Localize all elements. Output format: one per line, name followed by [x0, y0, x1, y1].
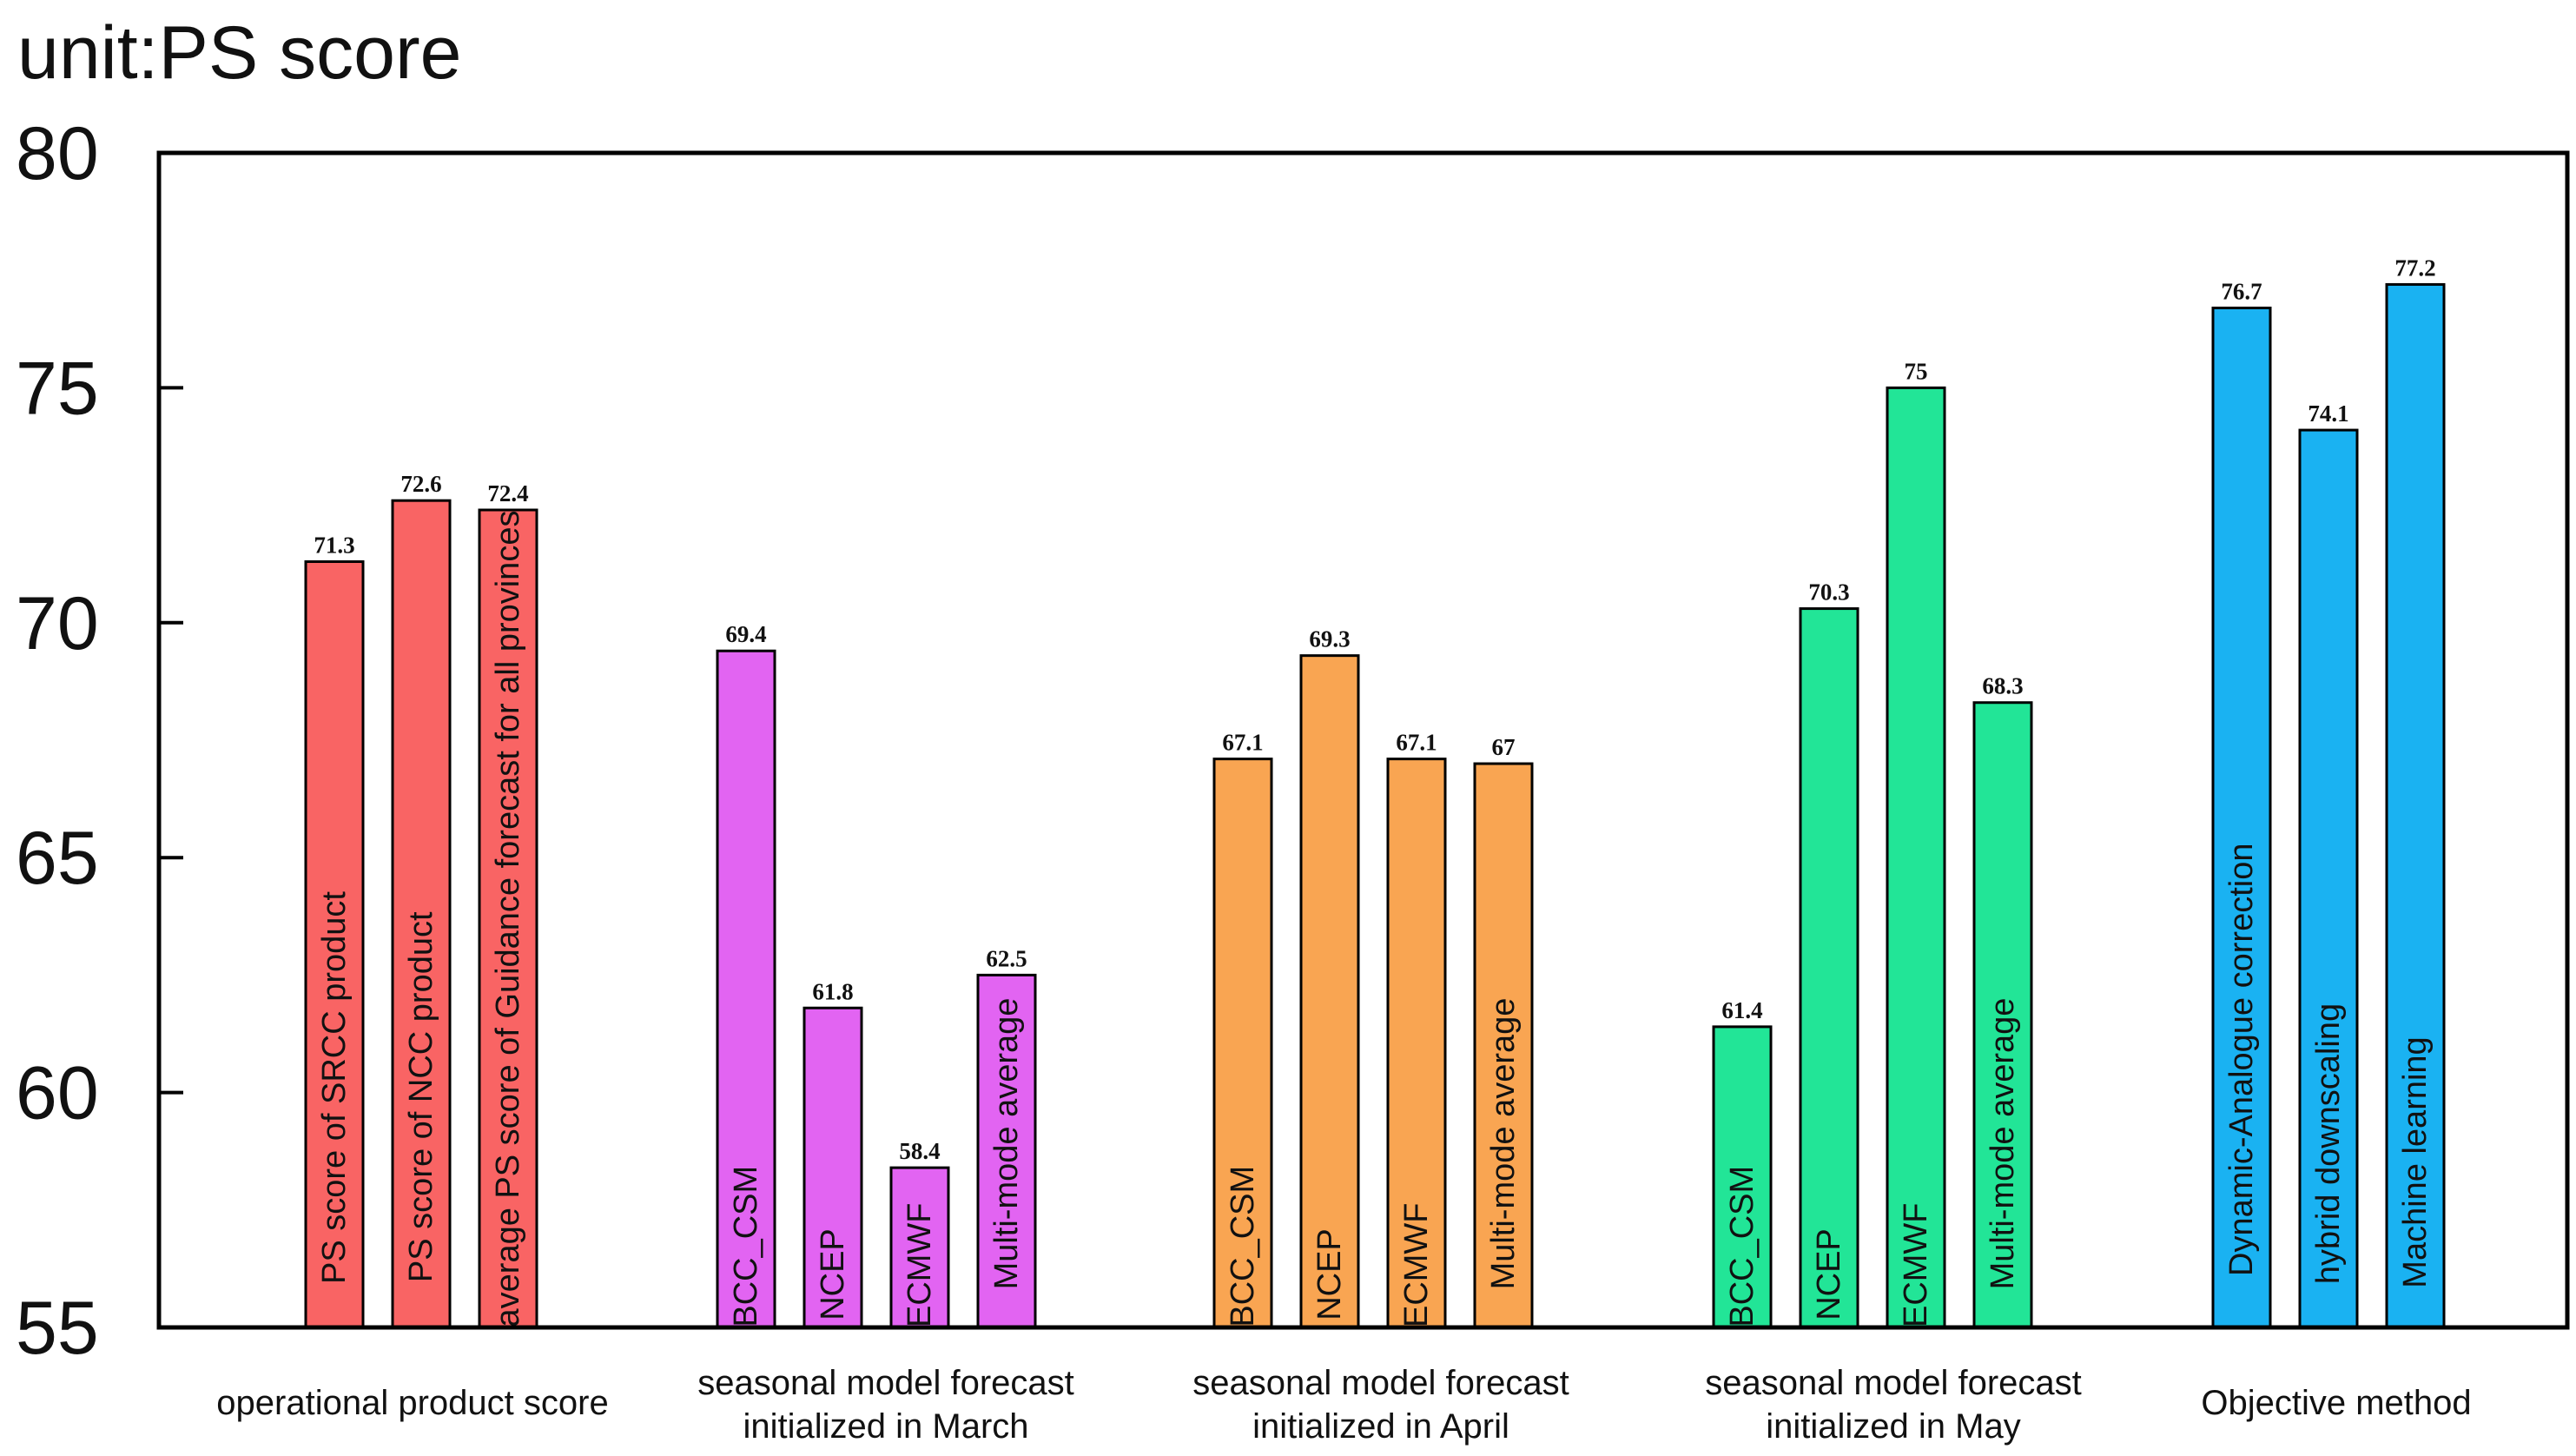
- bar-category-label: average PS score of Guidance forecast fo…: [490, 511, 526, 1327]
- bar-category-label: Multi-mode average: [988, 998, 1025, 1290]
- bar-category-label: NCEP: [815, 1228, 851, 1320]
- bar: [1887, 387, 1945, 1327]
- bar-value-label: 74.1: [2308, 400, 2348, 427]
- group-label: initialized in May: [1766, 1407, 2020, 1446]
- bar-value-label: 72.6: [400, 471, 441, 497]
- group-labels: operational product score seasonal model …: [216, 1364, 2471, 1446]
- bar-value-label: 61.8: [812, 978, 853, 1004]
- bar-category-label: Multi-mode average: [1985, 998, 2021, 1290]
- group-label: initialized in March: [743, 1407, 1028, 1446]
- bar-value-label: 71.3: [314, 532, 354, 558]
- bar-category-label: BCC_CSM: [1724, 1166, 1760, 1327]
- ps-score-bar-chart: unit:PS score 55 60 65 70 75 80 71.3 PS score …: [0, 0, 2576, 1456]
- y-tick-label: 55: [16, 1287, 99, 1370]
- bar-value-label: 69.4: [725, 621, 766, 647]
- bar-category-label: BCC_CSM: [728, 1166, 764, 1327]
- bar: [1301, 656, 1358, 1327]
- unit-label: unit:PS score: [17, 11, 461, 95]
- bar-category-label: PS score of NCC product: [403, 911, 439, 1282]
- group-label: seasonal model forecast: [697, 1364, 1074, 1402]
- bar-category-label: hybrid downscaling: [2310, 1003, 2347, 1284]
- bar-value-label: 77.2: [2394, 255, 2435, 281]
- bar-category-label: ECMWF: [902, 1202, 938, 1327]
- bar-category-label: Multi-mode average: [1485, 998, 1522, 1290]
- bar-value-label: 67.1: [1396, 730, 1437, 756]
- bar-value-label: 76.7: [2221, 278, 2262, 304]
- bars-layer: 71.3 PS score of SRCC product 72.6 PS score…: [306, 255, 2444, 1327]
- group-label: operational product score: [216, 1384, 608, 1422]
- bar: [1800, 609, 1858, 1327]
- y-tick-label: 70: [16, 582, 99, 665]
- y-tick-label: 60: [16, 1052, 99, 1135]
- bar-value-label: 69.3: [1309, 626, 1350, 652]
- bar-category-label: NCEP: [1811, 1228, 1847, 1320]
- bar-value-label: 67.1: [1222, 730, 1263, 756]
- bar-category-label: PS score of SRCC product: [316, 891, 353, 1284]
- bar-value-label: 75: [1905, 358, 1928, 384]
- bar-category-label: NCEP: [1311, 1228, 1348, 1320]
- bar-value-label: 61.4: [1721, 997, 1762, 1023]
- bar-value-label: 67: [1492, 734, 1516, 760]
- y-tick-label: 80: [16, 112, 99, 195]
- bar-category-label: ECMWF: [1398, 1202, 1435, 1327]
- bar-category-label: Machine learning: [2397, 1036, 2434, 1287]
- group-label: Objective method: [2201, 1384, 2471, 1422]
- bar-value-label: 58.4: [899, 1138, 940, 1164]
- bar-value-label: 62.5: [986, 945, 1027, 971]
- bar-category-label: BCC_CSM: [1225, 1166, 1261, 1327]
- bar-category-label: ECMWF: [1898, 1202, 1934, 1327]
- group-label: seasonal model forecast: [1705, 1364, 2082, 1402]
- bar-category-label: Dynamic-Analogue correction: [2223, 844, 2260, 1276]
- group-label: initialized in April: [1252, 1407, 1509, 1446]
- group-label: seasonal model forecast: [1192, 1364, 1569, 1402]
- bar-value-label: 70.3: [1808, 579, 1849, 606]
- bar-value-label: 72.4: [487, 480, 528, 506]
- y-tick-label: 65: [16, 817, 99, 900]
- bar-value-label: 68.3: [1982, 673, 2023, 699]
- y-tick-label: 75: [16, 347, 99, 430]
